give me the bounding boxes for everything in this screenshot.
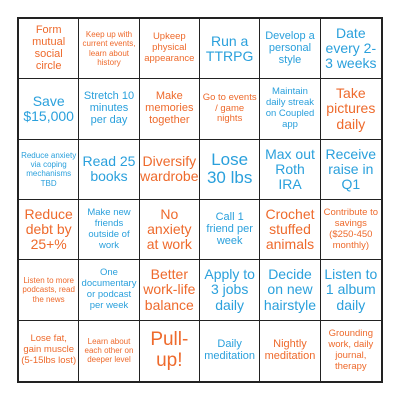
bingo-cell-15[interactable]: Diversify wardrobe	[139, 139, 200, 200]
bingo-cell-6[interactable]: Date every 2-3 weeks	[320, 19, 381, 80]
bingo-cell-36[interactable]: Grounding work, daily journal, therapy	[328, 327, 374, 372]
bingo-cell-1[interactable]: Form mutual social circle	[19, 19, 80, 80]
bingo-cell-22[interactable]: Call 1 friend per week	[199, 199, 261, 261]
bingo-cell-26[interactable]: One documentary or podcast per week	[79, 260, 140, 321]
bingo-cell-7[interactable]: Save $15,000	[19, 79, 80, 140]
bingo-cell-31[interactable]: Lose fat, gain muscle (5-15lbs lost)	[19, 320, 80, 381]
bingo-cell-16[interactable]: Lose 30 lbs	[199, 139, 261, 200]
bingo-cell-10[interactable]: Go to events / game nights	[199, 79, 261, 140]
bingo-cell-29[interactable]: Decide on new hairstyle	[260, 260, 321, 321]
bingo-cell-4[interactable]: Run a TTRPG	[199, 19, 261, 80]
bingo-cell-35[interactable]: Nightly meditation	[260, 320, 321, 381]
bingo-cell-32[interactable]: Learn about each other on deeper level	[79, 320, 140, 381]
bingo-cell-30[interactable]: Listen to 1 album daily	[320, 260, 381, 321]
bingo-cell-24[interactable]: Contribute to savings ($250-450 monthly)	[320, 200, 381, 261]
bingo-board: Form mutual social circle Keep up with c…	[17, 17, 383, 383]
bingo-cell-33[interactable]: Pull-up!	[140, 320, 200, 381]
bingo-cell-11[interactable]: Maintain daily streak on Coupled app	[260, 79, 321, 140]
bingo-cell-21[interactable]: No anxiety at work	[139, 199, 200, 261]
bingo-cell-19[interactable]: Reduce debt by 25+%	[19, 199, 80, 261]
bingo-cell-2[interactable]: Keep up with current events, learn about…	[79, 19, 140, 80]
bingo-cell-9[interactable]: Make memories together	[139, 79, 200, 140]
bingo-cell-20[interactable]: Make new friends outside of work	[79, 199, 140, 261]
bingo-cell-5[interactable]: Develop a personal style	[260, 19, 321, 80]
bingo-cell-27[interactable]: Better work-life balance	[139, 260, 200, 321]
bingo-cell-14[interactable]: Read 25 books	[79, 139, 140, 200]
bingo-cell-3[interactable]: Upkeep physical appearance	[139, 19, 200, 80]
bingo-cell-12[interactable]: Take pictures daily	[320, 79, 381, 140]
bingo-cell-34[interactable]: Daily meditation	[200, 320, 261, 381]
bingo-cell-17[interactable]: Max out Roth IRA	[260, 139, 321, 200]
bingo-cell-23[interactable]: Crochet stuffed animals	[260, 199, 321, 261]
bingo-cell-18[interactable]: Receive raise in Q1	[320, 140, 381, 200]
bingo-cell-25[interactable]: Listen to more podcasts, read the news	[19, 260, 80, 321]
bingo-cell-13[interactable]: Reduce anxiety via coping mechanisms TBD	[19, 139, 80, 200]
bingo-cell-28[interactable]: Apply to 3 jobs daily	[199, 260, 261, 321]
bingo-cell-8[interactable]: Stretch 10 minutes per day	[79, 79, 140, 140]
